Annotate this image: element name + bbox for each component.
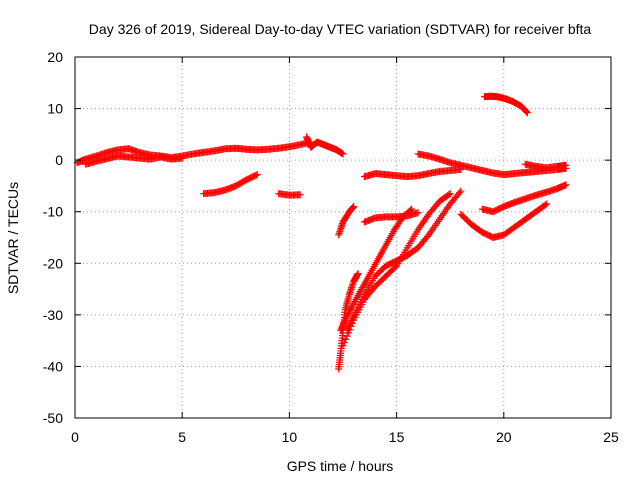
data-point <box>445 191 453 199</box>
x-tick-label: 20 <box>496 429 512 445</box>
data-points <box>73 92 570 373</box>
data-point <box>344 311 352 319</box>
data-point <box>342 314 350 322</box>
data-point <box>346 306 354 314</box>
data-point <box>340 339 348 347</box>
y-tick-label: -30 <box>43 307 63 323</box>
data-point <box>562 161 570 169</box>
data-point <box>348 319 356 327</box>
series-arc-main-end <box>303 133 347 158</box>
series-arc-b <box>275 190 304 199</box>
data-point <box>541 201 549 209</box>
data-point <box>252 171 260 179</box>
x-tick-label: 0 <box>71 429 79 445</box>
data-point <box>343 313 351 321</box>
data-point <box>343 332 351 340</box>
y-tick-label: 10 <box>47 101 63 117</box>
x-tick-label: 10 <box>282 429 298 445</box>
data-point <box>408 205 416 213</box>
data-point <box>407 206 415 214</box>
data-point <box>346 326 354 334</box>
data-point <box>339 150 347 158</box>
data-point <box>543 200 551 208</box>
series-arc-a <box>200 171 261 198</box>
y-tick-label: 20 <box>47 49 63 65</box>
series-arc-j <box>335 270 362 373</box>
x-tick-label: 15 <box>389 429 405 445</box>
data-point <box>391 263 399 271</box>
grid-lines <box>75 57 611 418</box>
series-arc-d <box>360 165 465 181</box>
y-tick-label: -10 <box>43 204 63 220</box>
data-point <box>344 310 352 318</box>
series-arc-f <box>481 92 531 117</box>
data-point <box>523 108 531 116</box>
y-tick-label: -50 <box>43 410 63 426</box>
series-arc-main <box>73 138 315 167</box>
data-point <box>296 191 304 199</box>
data-point <box>342 335 350 343</box>
series-arc-k <box>337 205 416 334</box>
data-point <box>347 322 355 330</box>
data-point <box>339 342 347 350</box>
series-arc-c <box>335 203 358 239</box>
y-tick-label: -20 <box>43 255 63 271</box>
chart-title: Day 326 of 2019, Sidereal Day-to-day VTE… <box>89 21 592 37</box>
data-point <box>423 233 431 241</box>
data-point <box>523 109 531 117</box>
plot-frame <box>74 56 612 419</box>
data-point <box>347 305 355 313</box>
x-axis-label: GPS time / hours <box>287 458 394 474</box>
y-axis-label: SDTVAR / TECUs <box>5 182 21 294</box>
axis-ticks: 0 5 10 15 20 25 -50 -40 -30 -20 -10 0 10 20 <box>43 49 619 445</box>
data-point <box>344 329 352 337</box>
series-arc-h <box>478 181 570 216</box>
y-tick-label: -40 <box>43 358 63 374</box>
series-arc-e-upper <box>521 160 570 172</box>
data-point <box>350 203 358 211</box>
data-point <box>178 154 186 162</box>
x-tick-label: 5 <box>178 429 186 445</box>
series-arc-m <box>339 190 454 350</box>
x-tick-label: 25 <box>603 429 619 445</box>
data-point <box>414 209 422 217</box>
y-tick-label: 0 <box>55 152 63 168</box>
data-point <box>457 187 465 195</box>
series-arc-l <box>343 187 465 334</box>
data-point <box>345 308 353 316</box>
data-point <box>253 171 261 179</box>
data-point <box>522 107 530 115</box>
series-arc-i <box>457 200 551 241</box>
data-point <box>456 189 464 197</box>
series-arc-main-lower <box>82 152 186 168</box>
data-point <box>446 190 454 198</box>
data-point <box>341 316 349 324</box>
data-point <box>354 270 362 278</box>
data-point <box>562 181 570 189</box>
